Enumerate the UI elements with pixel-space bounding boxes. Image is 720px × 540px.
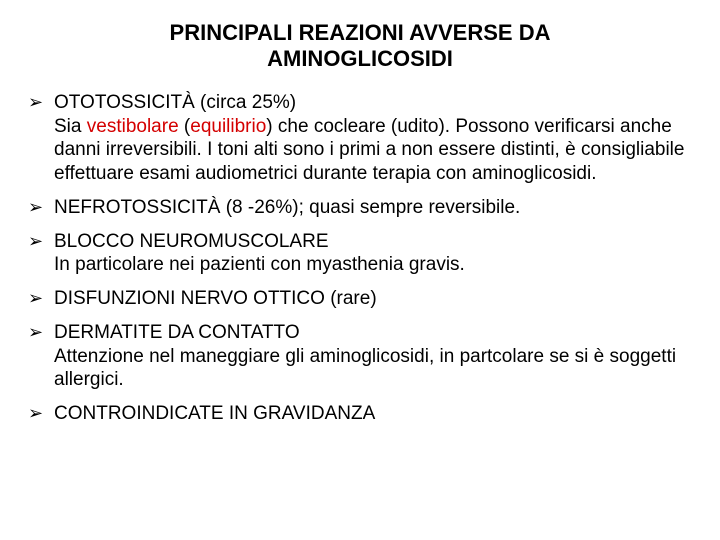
text-run-accent: vestibolare — [87, 116, 179, 137]
slide: PRINCIPALI REAZIONI AVVERSE DA AMINOGLIC… — [0, 0, 720, 540]
item-body: Sia vestibolare (equilibrio) che coclear… — [54, 115, 692, 186]
text-run: Sia — [54, 116, 87, 137]
item-heading: NEFROTOSSICITÀ (8 -26%); quasi sempre re… — [54, 197, 520, 218]
list-item: OTOTOSSICITÀ (circa 25%) Sia vestibolare… — [28, 91, 692, 186]
slide-title: PRINCIPALI REAZIONI AVVERSE DA AMINOGLIC… — [28, 20, 692, 73]
list-item: DERMATITE DA CONTATTO Attenzione nel man… — [28, 321, 692, 392]
item-body: In particolare nei pazienti con myasthen… — [54, 253, 692, 277]
list-item: DISFUNZIONI NERVO OTTICO (rare) — [28, 287, 692, 311]
text-run: ( — [179, 116, 191, 137]
item-heading: CONTROINDICATE IN GRAVIDANZA — [54, 403, 375, 424]
item-heading: BLOCCO NEUROMUSCOLARE — [54, 231, 329, 252]
list-item: NEFROTOSSICITÀ (8 -26%); quasi sempre re… — [28, 196, 692, 220]
list-item: BLOCCO NEUROMUSCOLARE In particolare nei… — [28, 230, 692, 278]
item-heading: OTOTOSSICITÀ (circa 25%) — [54, 92, 296, 113]
item-body: Attenzione nel maneggiare gli aminoglico… — [54, 345, 692, 393]
text-run-accent: equilibrio — [190, 116, 266, 137]
bullet-list: OTOTOSSICITÀ (circa 25%) Sia vestibolare… — [28, 91, 692, 426]
list-item: CONTROINDICATE IN GRAVIDANZA — [28, 402, 692, 426]
item-heading: DERMATITE DA CONTATTO — [54, 322, 300, 343]
item-heading: DISFUNZIONI NERVO OTTICO (rare) — [54, 288, 377, 309]
